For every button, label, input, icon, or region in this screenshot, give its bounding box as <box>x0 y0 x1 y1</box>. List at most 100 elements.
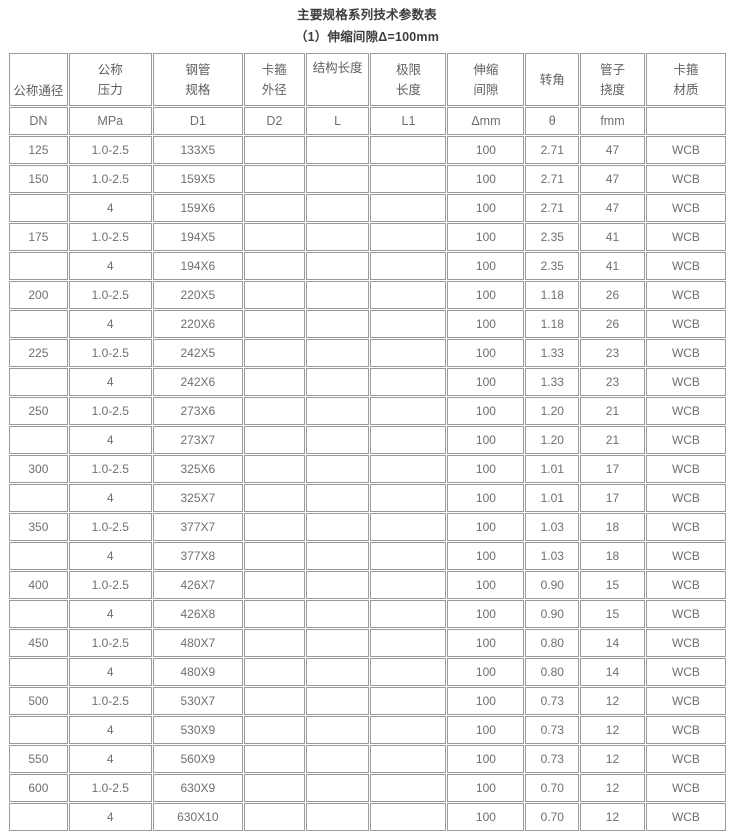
cell-gap: 100 <box>447 803 525 831</box>
cell-theta: 1.03 <box>525 542 580 570</box>
cell-l1 <box>370 687 447 715</box>
column-header-line: 规格 <box>185 82 211 97</box>
table-row: 4 159X6 100 2.71 47 WCB <box>9 194 726 222</box>
cell-d2 <box>243 368 305 396</box>
table-row: 550 4 560X9 100 0.73 12 WCB <box>9 745 726 773</box>
cell-d2 <box>243 281 305 309</box>
spec-table-page: 主要规格系列技术参数表 （1）伸缩间隙Δ=100mm 公称通径 公称 压力 钢管 规格卡… <box>8 8 727 832</box>
cell-theta: 1.01 <box>525 455 580 483</box>
cell-d1: 426X7 <box>152 571 243 599</box>
cell-theta: 1.18 <box>525 310 580 338</box>
cell-theta: 0.80 <box>525 658 580 686</box>
cell-d1: 377X7 <box>152 513 243 541</box>
cell-gap: 100 <box>447 600 525 628</box>
cell-mpa: 4 <box>68 803 152 831</box>
cell-l <box>305 513 370 541</box>
column-header-line: 卡箍 <box>261 62 287 77</box>
cell-gap: 100 <box>447 745 525 773</box>
cell-mpa: 4 <box>68 600 152 628</box>
cell-d1: 325X6 <box>152 455 243 483</box>
cell-gap: 100 <box>447 194 525 222</box>
cell-l1 <box>370 774 447 802</box>
column-header: 公称 压力 <box>68 53 152 106</box>
cell-gap: 100 <box>447 252 525 280</box>
cell-mat: WCB <box>645 455 726 483</box>
cell-l <box>305 803 370 831</box>
cell-mat: WCB <box>645 658 726 686</box>
cell-gap: 100 <box>447 455 525 483</box>
cell-f: 12 <box>580 803 645 831</box>
column-header: 卡箍 材质 <box>645 53 726 106</box>
table-row: 150 1.0-2.5 159X5 100 2.71 47 WCB <box>9 165 726 193</box>
cell-theta: 1.03 <box>525 513 580 541</box>
table-row: 400 1.0-2.5 426X7 100 0.90 15 WCB <box>9 571 726 599</box>
cell-theta: 2.71 <box>525 136 580 164</box>
cell-mat: WCB <box>645 339 726 367</box>
cell-dn: 250 <box>9 397 68 425</box>
cell-l1 <box>370 397 447 425</box>
cell-d1: 325X7 <box>152 484 243 512</box>
cell-d1: 242X5 <box>152 339 243 367</box>
column-unit-cell: DN <box>9 107 68 135</box>
cell-l <box>305 252 370 280</box>
column-header-line: 间隙 <box>473 82 499 97</box>
cell-gap: 100 <box>447 397 525 425</box>
cell-dn: 500 <box>9 687 68 715</box>
cell-f: 17 <box>580 484 645 512</box>
cell-mpa: 4 <box>68 310 152 338</box>
cell-d2 <box>243 542 305 570</box>
cell-d2 <box>243 571 305 599</box>
cell-d1: 242X6 <box>152 368 243 396</box>
cell-gap: 100 <box>447 484 525 512</box>
column-header-line: 转角 <box>539 72 565 87</box>
cell-l1 <box>370 542 447 570</box>
cell-d2 <box>243 745 305 773</box>
cell-gap: 100 <box>447 658 525 686</box>
cell-gap: 100 <box>447 136 525 164</box>
table-row: 4 220X6 100 1.18 26 WCB <box>9 310 726 338</box>
cell-d1: 530X9 <box>152 716 243 744</box>
cell-mat: WCB <box>645 194 726 222</box>
cell-l <box>305 629 370 657</box>
cell-d2 <box>243 513 305 541</box>
cell-mat: WCB <box>645 397 726 425</box>
cell-f: 47 <box>580 194 645 222</box>
cell-d2 <box>243 223 305 251</box>
column-unit-cell: D2 <box>243 107 305 135</box>
cell-theta: 1.20 <box>525 426 580 454</box>
cell-theta: 1.33 <box>525 368 580 396</box>
cell-d2 <box>243 484 305 512</box>
cell-l <box>305 194 370 222</box>
cell-gap: 100 <box>447 368 525 396</box>
cell-l1 <box>370 252 447 280</box>
table-row: 4 630X10 100 0.70 12 WCB <box>9 803 726 831</box>
cell-gap: 100 <box>447 513 525 541</box>
cell-l <box>305 774 370 802</box>
cell-dn <box>9 484 68 512</box>
cell-f: 14 <box>580 629 645 657</box>
cell-f: 12 <box>580 745 645 773</box>
cell-mpa: 1.0-2.5 <box>68 339 152 367</box>
cell-l1 <box>370 513 447 541</box>
cell-dn: 175 <box>9 223 68 251</box>
column-header: 公称通径 <box>9 53 68 106</box>
cell-mpa: 1.0-2.5 <box>68 687 152 715</box>
column-header-line: 极限 <box>395 62 421 77</box>
cell-l <box>305 571 370 599</box>
cell-dn <box>9 716 68 744</box>
cell-dn <box>9 368 68 396</box>
cell-f: 17 <box>580 455 645 483</box>
cell-d2 <box>243 136 305 164</box>
cell-f: 23 <box>580 339 645 367</box>
cell-d2 <box>243 716 305 744</box>
cell-l1 <box>370 368 447 396</box>
cell-d1: 220X5 <box>152 281 243 309</box>
cell-d2 <box>243 397 305 425</box>
column-header: 极限 长度 <box>370 53 447 106</box>
cell-d2 <box>243 339 305 367</box>
cell-mpa: 4 <box>68 658 152 686</box>
cell-theta: 1.18 <box>525 281 580 309</box>
column-header: 钢管 规格 <box>152 53 243 106</box>
cell-f: 21 <box>580 397 645 425</box>
cell-f: 12 <box>580 716 645 744</box>
